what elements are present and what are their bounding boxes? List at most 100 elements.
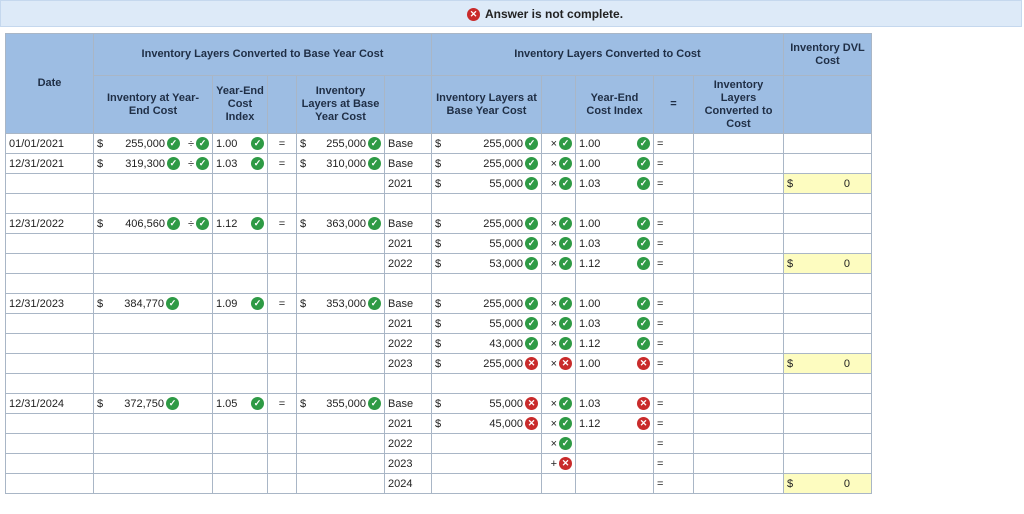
check-icon: ✓ — [196, 137, 209, 150]
inventory-value[interactable]: 372,750 — [124, 397, 164, 410]
dvl-cell[interactable] — [783, 313, 872, 334]
cost-index-value[interactable]: 1.00 — [579, 157, 601, 170]
base-value[interactable]: 353,000 — [326, 297, 366, 310]
dvl-cell[interactable] — [783, 213, 872, 234]
layer-label: Base — [384, 393, 432, 414]
inventory-value[interactable]: 255,000 — [125, 137, 165, 150]
table-row: 2024 = $0 — [5, 473, 872, 494]
layer-label: 2022 — [384, 433, 432, 454]
layer-base-value[interactable]: 55,000 — [489, 177, 523, 190]
dvl-cell[interactable] — [783, 233, 872, 254]
converted-cell[interactable] — [693, 433, 784, 454]
converted-cell[interactable] — [693, 153, 784, 174]
layer-base-value[interactable]: 255,000 — [483, 157, 523, 170]
layer-base-cell[interactable] — [431, 453, 542, 474]
base-year-group-header: Inventory Layers Converted to Base Year … — [93, 33, 432, 76]
converted-cell[interactable] — [693, 453, 784, 474]
converted-cell[interactable] — [693, 473, 784, 494]
layer-base-value[interactable]: 53,000 — [489, 257, 523, 270]
cost-index-cell[interactable] — [575, 433, 654, 454]
cost-index-value[interactable]: 1.03 — [579, 317, 601, 330]
index-value[interactable]: 1.05 — [216, 397, 238, 410]
index-value[interactable]: 1.12 — [216, 217, 238, 230]
base-value[interactable]: 255,000 — [326, 137, 366, 150]
cost-index-value[interactable]: 1.03 — [579, 177, 601, 190]
converted-cell[interactable] — [693, 253, 784, 274]
converted-cell[interactable] — [693, 353, 784, 374]
dvl-cell[interactable] — [783, 393, 872, 414]
error-x-icon: ✕ — [525, 357, 538, 370]
layer-base-cell[interactable] — [431, 473, 542, 494]
layer-base-value[interactable]: 45,000 — [489, 417, 523, 430]
dvl-value[interactable]: 0 — [843, 257, 850, 270]
cost-index-value[interactable]: 1.00 — [579, 137, 601, 150]
base-value[interactable]: 355,000 — [326, 397, 366, 410]
check-icon: ✓ — [637, 157, 650, 170]
layer-base-value[interactable]: 55,000 — [489, 237, 523, 250]
layer-base-value[interactable]: 255,000 — [483, 217, 523, 230]
layer-base-value[interactable]: 255,000 — [483, 357, 523, 370]
dvl-cell[interactable] — [783, 433, 872, 454]
converted-cell[interactable] — [693, 293, 784, 314]
dvl-cell[interactable] — [783, 133, 872, 154]
inventory-end-header: Inventory at Year-End Cost — [93, 75, 213, 134]
layer-base-cell[interactable] — [431, 433, 542, 454]
layer-base-value[interactable]: 55,000 — [489, 317, 523, 330]
converted-cell[interactable] — [693, 233, 784, 254]
base-value[interactable]: 310,000 — [326, 157, 366, 170]
equals-header: = — [653, 75, 694, 134]
converted-cell[interactable] — [693, 393, 784, 414]
cost-index-cell[interactable] — [575, 473, 654, 494]
cost-index-value[interactable]: 1.00 — [579, 297, 601, 310]
cost-index-value[interactable]: 1.00 — [579, 357, 601, 370]
index-value[interactable]: 1.09 — [216, 297, 238, 310]
check-icon: ✓ — [637, 217, 650, 230]
layer-base-value[interactable]: 255,000 — [483, 137, 523, 150]
converted-cell[interactable] — [693, 213, 784, 234]
cost-index-cell[interactable] — [575, 453, 654, 474]
cost-index-value[interactable]: 1.03 — [579, 237, 601, 250]
layer-label: Base — [384, 153, 432, 174]
dvl-cell[interactable] — [783, 293, 872, 314]
check-icon: ✓ — [637, 337, 650, 350]
table-row: 2022 $43,000 ✓ × ✓ 1.12 ✓ = — [5, 333, 872, 354]
check-icon: ✓ — [559, 317, 572, 330]
dvl-value[interactable]: 0 — [843, 357, 850, 370]
cost-index-value[interactable]: 1.00 — [579, 217, 601, 230]
dvl-cell[interactable] — [783, 333, 872, 354]
converted-cell[interactable] — [693, 133, 784, 154]
cost-index-value[interactable]: 1.12 — [579, 257, 601, 270]
inventory-value[interactable]: 384,770 — [124, 297, 164, 310]
status-banner: ✕ Answer is not complete. — [0, 0, 1022, 27]
inventory-value[interactable]: 319,300 — [125, 157, 165, 170]
dvl-cell[interactable] — [783, 153, 872, 174]
table-row: 12/31/2021 $319,300 ✓ ÷ ✓ 1.03 ✓ = $310,000 ✓… — [5, 153, 872, 174]
inventory-value[interactable]: 406,560 — [125, 217, 165, 230]
check-icon: ✓ — [525, 217, 538, 230]
check-icon: ✓ — [251, 157, 264, 170]
error-x-icon: ✕ — [637, 357, 650, 370]
dvl-value[interactable]: 0 — [843, 177, 850, 190]
layer-base-value[interactable]: 55,000 — [489, 397, 523, 410]
layer-label: Base — [384, 133, 432, 154]
cost-index-value[interactable]: 1.03 — [579, 397, 601, 410]
layer-label: 2024 — [384, 473, 432, 494]
check-icon: ✓ — [559, 297, 572, 310]
check-icon: ✓ — [525, 157, 538, 170]
layer-base-value[interactable]: 255,000 — [483, 297, 523, 310]
converted-cell[interactable] — [693, 313, 784, 334]
cost-index-value[interactable]: 1.12 — [579, 417, 601, 430]
dvl-cell[interactable] — [783, 453, 872, 474]
index-value[interactable]: 1.00 — [216, 137, 238, 150]
dvl-cell[interactable] — [783, 413, 872, 434]
cost-index-value[interactable]: 1.12 — [579, 337, 601, 350]
error-x-icon: ✕ — [559, 357, 572, 370]
layer-base-value[interactable]: 43,000 — [489, 337, 523, 350]
converted-cell[interactable] — [693, 413, 784, 434]
base-value[interactable]: 363,000 — [326, 217, 366, 230]
converted-cell[interactable] — [693, 173, 784, 194]
dvl-value[interactable]: 0 — [843, 477, 850, 490]
index-value[interactable]: 1.03 — [216, 157, 238, 170]
operator-cell[interactable] — [541, 473, 576, 494]
converted-cell[interactable] — [693, 333, 784, 354]
